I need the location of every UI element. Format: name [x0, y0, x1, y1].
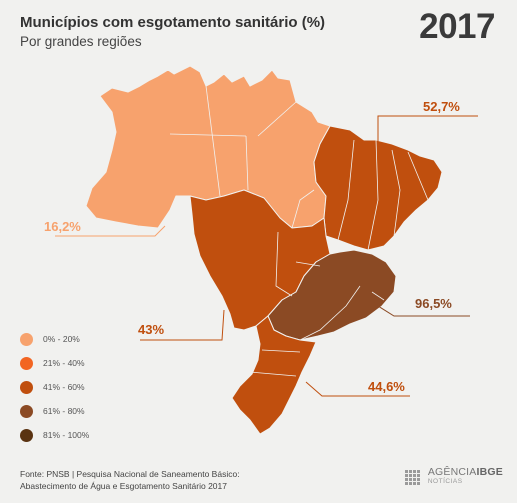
brand-name-bold: IBGE — [476, 466, 503, 478]
legend-item: 0% - 20% — [20, 331, 89, 347]
legend-label: 0% - 20% — [43, 334, 80, 344]
legend-item: 61% - 80% — [20, 403, 89, 419]
brand-name-light: AGÊNCIA — [427, 466, 477, 478]
leader-lines — [55, 115, 478, 397]
legend-item: 81% - 100% — [20, 427, 89, 443]
legend-label: 61% - 80% — [43, 406, 85, 416]
brand-sub: NOTÍCIAS — [427, 478, 463, 485]
legend-swatch — [20, 332, 33, 346]
state-borders — [169, 85, 429, 377]
legend-swatch — [20, 380, 33, 394]
legend: 0% - 20% 21% - 40% 41% - 60% 61% - 80% 8… — [20, 331, 89, 451]
chart-title: Municípios com esgotamento sanitário (%) — [20, 14, 326, 31]
legend-swatch — [20, 356, 33, 370]
legend-label: 41% - 60% — [43, 382, 85, 392]
agencia-ibge-logo: AGÊNCIAIBGE NOTÍCIAS — [403, 467, 503, 487]
label-norte: 16,2% — [44, 219, 81, 234]
source-line-1: Fonte: PNSB | Pesquisa Nacional de Sanea… — [20, 469, 240, 479]
legend-swatch — [20, 428, 33, 442]
chart-subtitle: Por grandes regiões — [20, 34, 142, 49]
ibge-mark-icon — [404, 470, 420, 485]
label-centro-oeste: 43% — [138, 322, 164, 337]
legend-label: 21% - 40% — [43, 358, 85, 368]
region-sul — [231, 315, 317, 435]
legend-swatch — [20, 404, 33, 418]
legend-item: 41% - 60% — [20, 379, 89, 395]
source-footer: Fonte: PNSB | Pesquisa Nacional de Sanea… — [20, 468, 350, 492]
source-line-2: Abastecimento de Água e Esgotamento Sani… — [20, 481, 227, 491]
label-sudeste: 96,5% — [415, 296, 452, 311]
legend-label: 81% - 100% — [43, 430, 90, 440]
label-nordeste: 52,7% — [423, 99, 460, 114]
year-label: 2017 — [419, 7, 495, 46]
region-sudeste — [267, 249, 397, 341]
legend-item: 21% - 40% — [20, 355, 89, 371]
label-sul: 44,6% — [368, 379, 405, 394]
